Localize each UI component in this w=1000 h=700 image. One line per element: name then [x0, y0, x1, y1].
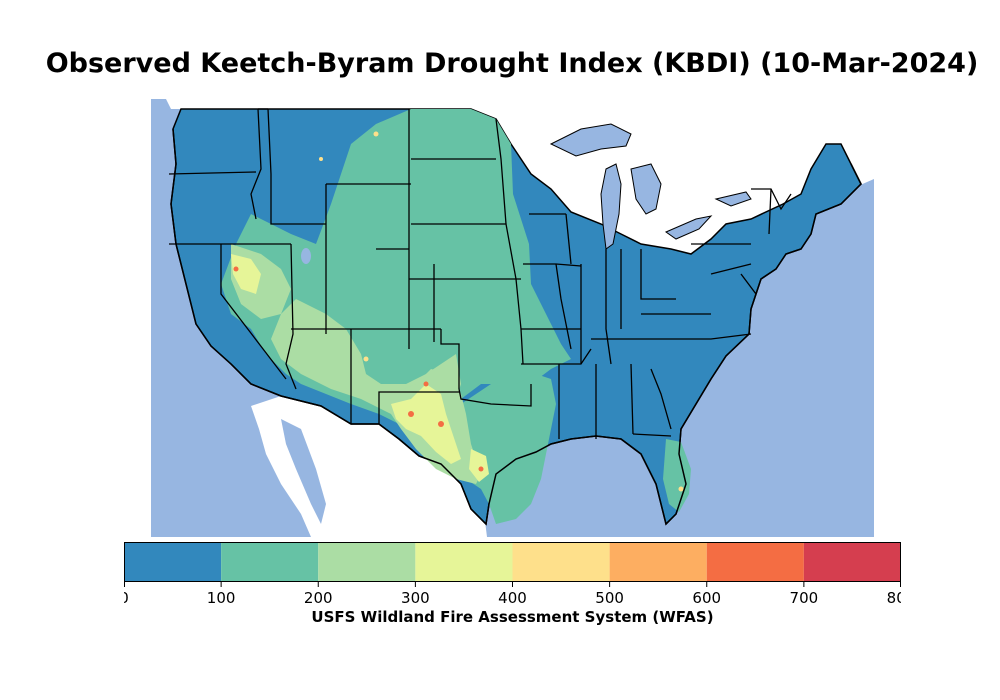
hotspot: [423, 381, 429, 387]
colorbar-bin-3: [415, 542, 513, 582]
colorbar-tick-label-7: 700: [790, 589, 819, 607]
colorbar-bin-2: [318, 542, 416, 582]
mexico-land: [251, 396, 487, 537]
hotspot: [678, 486, 684, 492]
state-borders: [168, 108, 792, 439]
zone-100-200-florida: [663, 439, 691, 512]
colorbar-tick-label-1: 100: [207, 589, 236, 607]
colorbar-tick-label-4: 400: [498, 589, 527, 607]
colorbar-bin-1: [221, 542, 319, 582]
lake-ontario: [714, 191, 752, 207]
gulf-of-california: [281, 419, 326, 524]
colorbar: 0 100 200 300 400 500 600 700 800: [124, 542, 901, 607]
zone-300-400-texas: [391, 384, 461, 464]
colorbar-bin-5: [609, 542, 707, 582]
hotspot: [363, 356, 369, 362]
colorbar-label: USFS Wildland Fire Assessment System (WF…: [311, 608, 714, 626]
hotspot: [373, 131, 379, 137]
colorbar-tick-label-5: 500: [595, 589, 624, 607]
colorbar-bin-0: [124, 542, 222, 582]
zone-300-400-nevada: [231, 254, 261, 294]
lake-michigan: [600, 163, 622, 250]
colorbar-tick-label-2: 200: [304, 589, 333, 607]
colorbar-tick-label-8: 800: [887, 589, 901, 607]
colorbar-frame: [124, 542, 901, 582]
map-title: Observed Keetch-Byram Drought Index (KBD…: [45, 48, 979, 79]
coastline: [170, 128, 862, 526]
great-salt-lake: [301, 248, 311, 264]
colorbar-bin-4: [512, 542, 610, 582]
colorbar-ticks: 0 100 200 300 400 500 600 700 800: [124, 582, 901, 607]
lake-superior: [549, 123, 632, 157]
lake-erie: [664, 215, 713, 240]
colorbar-bins: [124, 542, 901, 582]
canada-land: [151, 84, 874, 254]
hotspot: [408, 411, 414, 417]
colorbar-tick-label-3: 300: [401, 589, 430, 607]
hotspot: [233, 266, 239, 272]
hotspot: [438, 421, 444, 427]
hotspot: [478, 466, 484, 472]
colorbar-tick-label-0: 0: [124, 589, 129, 607]
colorbar-bin-7: [803, 542, 901, 582]
colorbar-bin-6: [706, 542, 804, 582]
colorbar-tick-label-6: 600: [692, 589, 721, 607]
zone-100-200-texas: [441, 374, 556, 524]
hotspot: [319, 157, 323, 161]
zone-300-400-south-tx: [469, 449, 489, 482]
lake-huron: [630, 163, 662, 215]
kbdi-map: [151, 84, 874, 537]
